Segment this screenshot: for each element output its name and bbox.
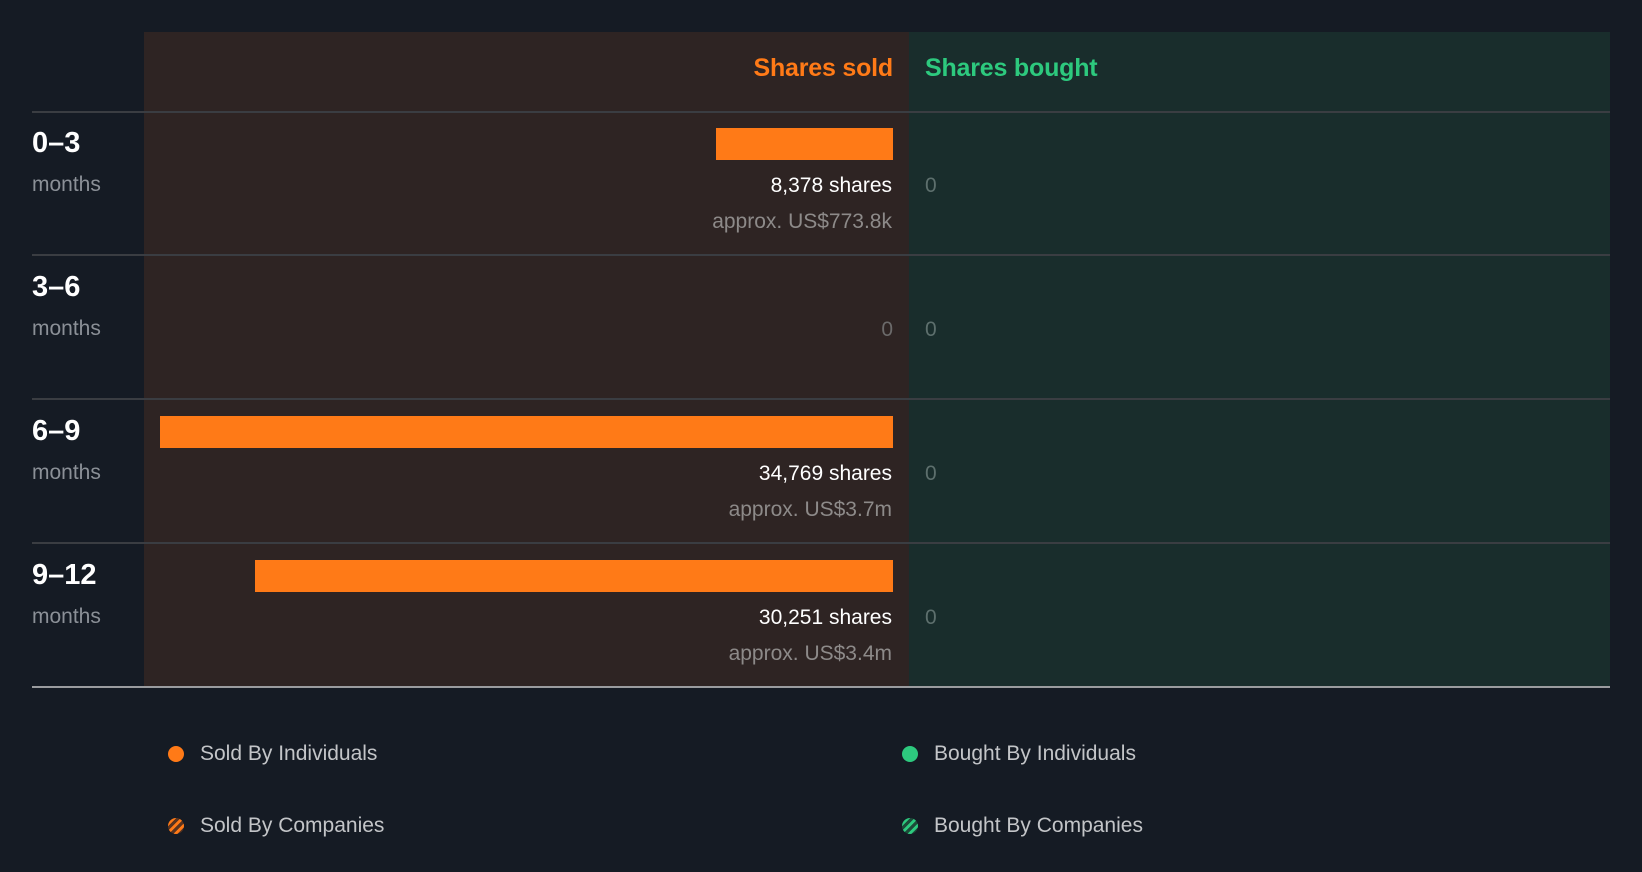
period-range: 6–9 — [32, 415, 81, 447]
sold-value: approx. US$3.4m — [728, 642, 892, 665]
shares-sold-header: Shares sold — [753, 54, 893, 82]
period-range: 3–6 — [32, 271, 81, 303]
period-range: 9–12 — [32, 559, 97, 591]
sold-value: approx. US$3.7m — [728, 498, 892, 521]
legend-label: Bought By Individuals — [934, 742, 1136, 765]
green-hatched-dot-icon — [902, 818, 918, 834]
bought-value: 0 — [925, 462, 937, 485]
row-divider — [32, 542, 1610, 544]
legend-bought-by-individuals[interactable]: Bought By Individuals — [902, 742, 1136, 766]
bought-value: 0 — [925, 174, 937, 197]
shares-bought-header: Shares bought — [925, 54, 1098, 82]
row-divider — [32, 254, 1610, 256]
row-divider — [32, 111, 1610, 113]
table-row: 3–6 months 0 0 — [0, 257, 1642, 401]
orange-dot-icon — [168, 746, 184, 762]
period-range: 0–3 — [32, 127, 81, 159]
legend-label: Sold By Companies — [200, 814, 385, 837]
sold-value: approx. US$773.8k — [712, 210, 892, 233]
period-unit: months — [32, 173, 101, 196]
sold-bar[interactable] — [255, 560, 893, 592]
legend-sold-by-individuals[interactable]: Sold By Individuals — [168, 742, 377, 766]
sold-bar[interactable] — [716, 128, 893, 160]
period-unit: months — [32, 317, 101, 340]
legend-sold-by-companies[interactable]: Sold By Companies — [168, 814, 384, 838]
period-unit: months — [32, 605, 101, 628]
sold-shares: 30,251 shares — [758, 606, 892, 629]
bought-value: 0 — [925, 606, 937, 629]
bought-value: 0 — [925, 318, 937, 341]
sold-shares: 8,378 shares — [770, 174, 892, 197]
orange-hatched-dot-icon — [168, 818, 184, 834]
table-row: 6–9 months 34,769 shares approx. US$3.7m… — [0, 401, 1642, 545]
chart-baseline — [32, 686, 1610, 688]
sold-bar[interactable] — [160, 416, 893, 448]
row-divider — [32, 398, 1610, 400]
shares-bought-panel — [909, 32, 1610, 687]
period-unit: months — [32, 461, 101, 484]
sold-shares: 34,769 shares — [758, 462, 892, 485]
table-row: 0–3 months 8,378 shares approx. US$773.8… — [0, 113, 1642, 257]
green-dot-icon — [902, 746, 918, 762]
legend-label: Bought By Companies — [934, 814, 1143, 837]
table-row: 9–12 months 30,251 shares approx. US$3.4… — [0, 545, 1642, 689]
sold-zero: 0 — [881, 318, 893, 341]
legend-bought-by-companies[interactable]: Bought By Companies — [902, 814, 1143, 838]
legend-label: Sold By Individuals — [200, 742, 378, 765]
